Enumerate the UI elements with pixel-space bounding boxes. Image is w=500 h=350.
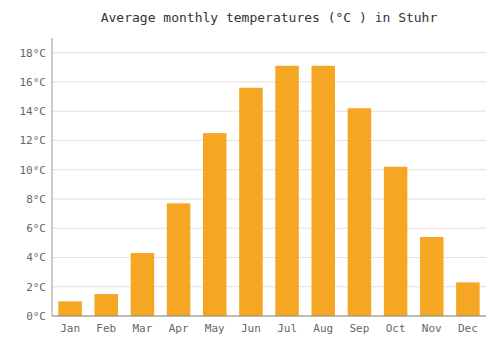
x-tick-label: Feb bbox=[96, 322, 116, 335]
y-tick-label: 16°C bbox=[20, 76, 47, 89]
bar bbox=[311, 66, 335, 316]
y-tick-label: 14°C bbox=[20, 105, 47, 118]
x-tick-label: Mar bbox=[132, 322, 152, 335]
y-tick-label: 10°C bbox=[20, 164, 47, 177]
x-tick-label: Nov bbox=[422, 322, 442, 335]
bar bbox=[203, 133, 227, 316]
bar bbox=[275, 66, 299, 316]
y-tick-label: 6°C bbox=[26, 222, 46, 235]
bar bbox=[131, 253, 155, 316]
x-tick-label: Sep bbox=[349, 322, 369, 335]
x-axis-line bbox=[52, 316, 486, 317]
x-tick-label: Jun bbox=[241, 322, 261, 335]
bar bbox=[94, 294, 118, 316]
x-tick-label: Jul bbox=[277, 322, 297, 335]
y-tick-label: 2°C bbox=[26, 281, 46, 294]
grid-line bbox=[52, 111, 486, 112]
bar bbox=[384, 167, 408, 316]
x-tick-label: Apr bbox=[169, 322, 189, 335]
chart-title: Average monthly temperatures (°C ) in St… bbox=[101, 10, 438, 25]
bar bbox=[420, 237, 444, 316]
chart-container: Average monthly temperatures (°C ) in St… bbox=[0, 0, 500, 350]
grid-line bbox=[52, 140, 486, 141]
x-tick-label: Oct bbox=[386, 322, 406, 335]
x-tick-label: Aug bbox=[313, 322, 333, 335]
bars bbox=[58, 66, 479, 316]
grid-line bbox=[52, 316, 486, 317]
y-tick-label: 0°C bbox=[26, 310, 46, 323]
y-tick-label: 8°C bbox=[26, 193, 46, 206]
x-tick-label: Jan bbox=[60, 322, 80, 335]
bar bbox=[348, 108, 372, 316]
bar bbox=[239, 88, 263, 316]
y-axis-line bbox=[52, 38, 53, 316]
y-grid bbox=[52, 53, 486, 316]
grid-line bbox=[52, 169, 486, 170]
y-tick-label: 4°C bbox=[26, 251, 46, 264]
y-tick-label: 18°C bbox=[20, 47, 47, 60]
bar bbox=[456, 282, 480, 316]
chart-svg: Average monthly temperatures (°C ) in St… bbox=[0, 0, 500, 350]
y-tick-label: 12°C bbox=[20, 134, 47, 147]
bar bbox=[58, 301, 82, 316]
x-tick-label: May bbox=[205, 322, 225, 335]
grid-line bbox=[52, 52, 486, 53]
grid-line bbox=[52, 81, 486, 82]
bar bbox=[167, 203, 191, 316]
x-tick-label: Dec bbox=[458, 322, 478, 335]
grid-line bbox=[52, 198, 486, 199]
grid-line bbox=[52, 228, 486, 229]
